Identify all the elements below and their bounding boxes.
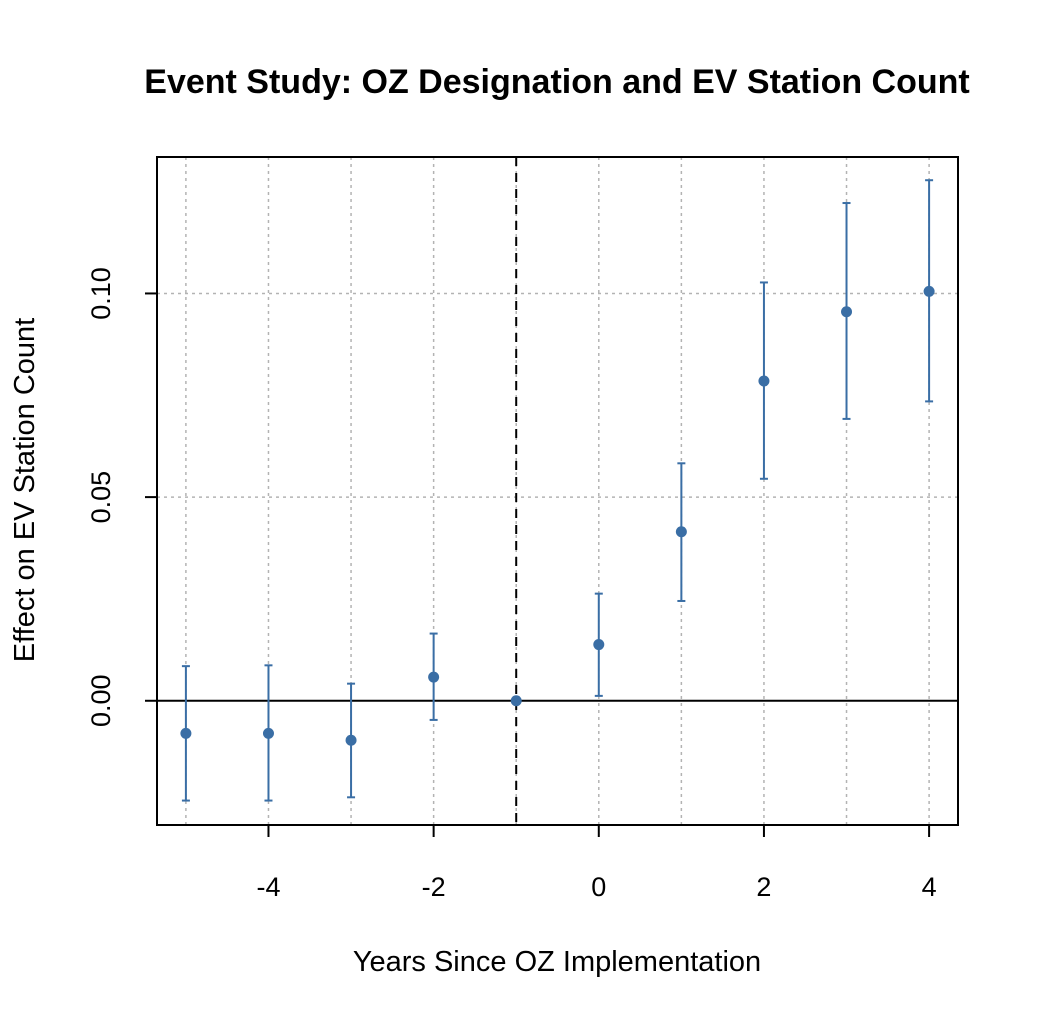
estimate-point <box>758 375 770 387</box>
y-axis-label: Effect on EV Station Count <box>9 318 41 662</box>
plot-frame <box>156 156 959 826</box>
x-tick-label: -2 <box>422 872 446 902</box>
data-points <box>180 285 935 746</box>
x-tick-label: 0 <box>591 872 606 902</box>
x-axis-label: Years Since OZ Implementation <box>353 946 761 978</box>
estimate-point <box>428 671 440 683</box>
grid-lines <box>157 157 958 825</box>
x-tick-label: 4 <box>922 872 937 902</box>
x-tick-label: -4 <box>256 872 280 902</box>
estimate-point <box>345 734 357 746</box>
axis-ticks: -4 -2 0 2 4 0.00 0.05 0.10 <box>86 267 937 902</box>
chart-title: Event Study: OZ Designation and EV Stati… <box>144 63 969 101</box>
y-tick-label: 0.05 <box>86 471 116 524</box>
error-bars <box>181 179 934 802</box>
y-tick-label: 0.10 <box>86 267 116 320</box>
reference-lines <box>157 157 958 825</box>
estimate-point <box>593 639 605 651</box>
estimate-point <box>180 727 192 739</box>
estimate-point <box>841 306 853 318</box>
estimate-point <box>262 727 274 739</box>
y-tick-label: 0.00 <box>86 674 116 727</box>
estimate-point <box>510 695 522 707</box>
x-tick-label: 2 <box>756 872 771 902</box>
estimate-point <box>923 285 935 297</box>
estimate-point <box>675 526 687 538</box>
